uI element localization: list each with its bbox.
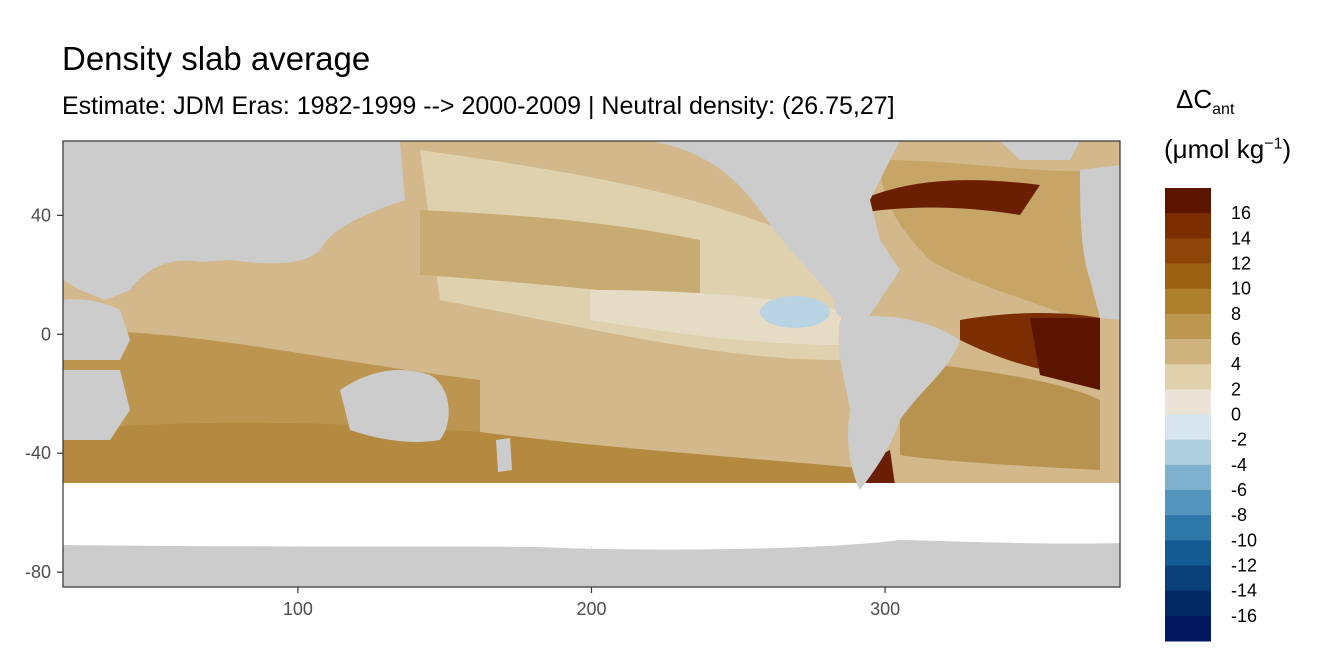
eurasia-land bbox=[63, 141, 405, 300]
negative-anomaly-patch bbox=[760, 296, 830, 328]
legend-label: -16 bbox=[1231, 606, 1257, 626]
arabia-land bbox=[63, 299, 130, 360]
legend-label: 2 bbox=[1231, 379, 1241, 399]
legend-label: -4 bbox=[1231, 455, 1247, 475]
legend-swatch bbox=[1165, 490, 1211, 516]
y-tick-label: -80 bbox=[25, 562, 51, 582]
europe-africa-land bbox=[1080, 165, 1120, 320]
legend-unit-suffix: ) bbox=[1282, 134, 1292, 164]
legend-label: 14 bbox=[1231, 228, 1251, 248]
legend-swatch bbox=[1165, 615, 1211, 642]
legend-swatch bbox=[1165, 464, 1211, 491]
antarctica-land bbox=[63, 540, 1120, 587]
legend-unit: (μmol kg−1) bbox=[1164, 134, 1291, 165]
legend-swatch bbox=[1165, 389, 1211, 415]
legend-swatch bbox=[1165, 339, 1211, 365]
legend-swatch bbox=[1165, 288, 1211, 315]
x-axis: 100 200 300 bbox=[283, 587, 900, 619]
north-america-land bbox=[650, 141, 900, 330]
legend-title: ΔCant bbox=[1176, 84, 1234, 119]
legend-swatch bbox=[1165, 414, 1211, 441]
australia-land bbox=[340, 370, 449, 442]
chart-title: Density slab average bbox=[62, 40, 371, 77]
legend-title-subscript: ant bbox=[1212, 101, 1235, 119]
legend-label: -14 bbox=[1231, 581, 1257, 601]
legend-swatch bbox=[1165, 188, 1211, 214]
legend-label: -10 bbox=[1231, 530, 1257, 550]
legend-label: -12 bbox=[1231, 556, 1257, 576]
legend-label: -8 bbox=[1231, 505, 1247, 525]
legend-swatch bbox=[1165, 263, 1211, 290]
south-atlantic-band bbox=[900, 360, 1100, 470]
legend-swatch bbox=[1165, 565, 1211, 592]
legend-label: 4 bbox=[1231, 354, 1241, 374]
legend-swatch bbox=[1165, 590, 1211, 617]
greenland-land bbox=[1000, 141, 1080, 160]
legend-swatch bbox=[1165, 364, 1211, 390]
legend-unit-prefix: (μmol kg bbox=[1164, 134, 1265, 164]
legend-label: 16 bbox=[1231, 203, 1251, 223]
legend-unit-exponent: −1 bbox=[1264, 135, 1283, 153]
legend-swatch bbox=[1165, 540, 1211, 566]
legend-label: -6 bbox=[1231, 480, 1247, 500]
legend-swatch bbox=[1165, 313, 1211, 340]
x-tick-label: 300 bbox=[870, 599, 900, 619]
southern-band bbox=[63, 422, 880, 483]
legend-title-main: ΔC bbox=[1176, 84, 1213, 114]
no-data-band bbox=[63, 483, 1120, 545]
legend-swatch bbox=[1165, 213, 1211, 239]
south-america-land bbox=[838, 316, 960, 490]
ocean-field bbox=[63, 141, 1120, 485]
north-atlantic-maximum bbox=[850, 180, 1040, 215]
x-tick-label: 200 bbox=[576, 599, 606, 619]
legend-label: -2 bbox=[1231, 430, 1247, 450]
legend-swatch bbox=[1165, 238, 1211, 264]
map-panel bbox=[63, 141, 1120, 587]
y-tick-label: -40 bbox=[25, 443, 51, 463]
legend-label: 12 bbox=[1231, 254, 1251, 274]
legend-swatch bbox=[1165, 439, 1211, 466]
legend-label: 8 bbox=[1231, 304, 1241, 324]
new-zealand-land bbox=[496, 438, 512, 472]
pacific-midlatitude bbox=[420, 210, 700, 300]
legend-label: 0 bbox=[1231, 405, 1241, 425]
legend-label: 6 bbox=[1231, 329, 1241, 349]
y-tick-label: 0 bbox=[41, 324, 51, 344]
color-legend: 16 14 12 10 8 6 4 2 0 -2 -4 -6 -8 -10 -12 -14 -16 bbox=[1165, 188, 1257, 642]
tropical-atlantic-core bbox=[1030, 318, 1100, 390]
y-tick-label: 40 bbox=[31, 205, 51, 225]
y-axis: 40 0 -40 -80 bbox=[25, 205, 63, 582]
x-tick-label: 100 bbox=[283, 599, 313, 619]
land bbox=[63, 141, 1120, 587]
chart-subtitle: Estimate: JDM Eras: 1982-1999 --> 2000-2… bbox=[62, 92, 895, 120]
legend-swatch bbox=[1165, 515, 1211, 541]
africa-east-land bbox=[63, 370, 130, 440]
legend-label: 10 bbox=[1231, 279, 1251, 299]
